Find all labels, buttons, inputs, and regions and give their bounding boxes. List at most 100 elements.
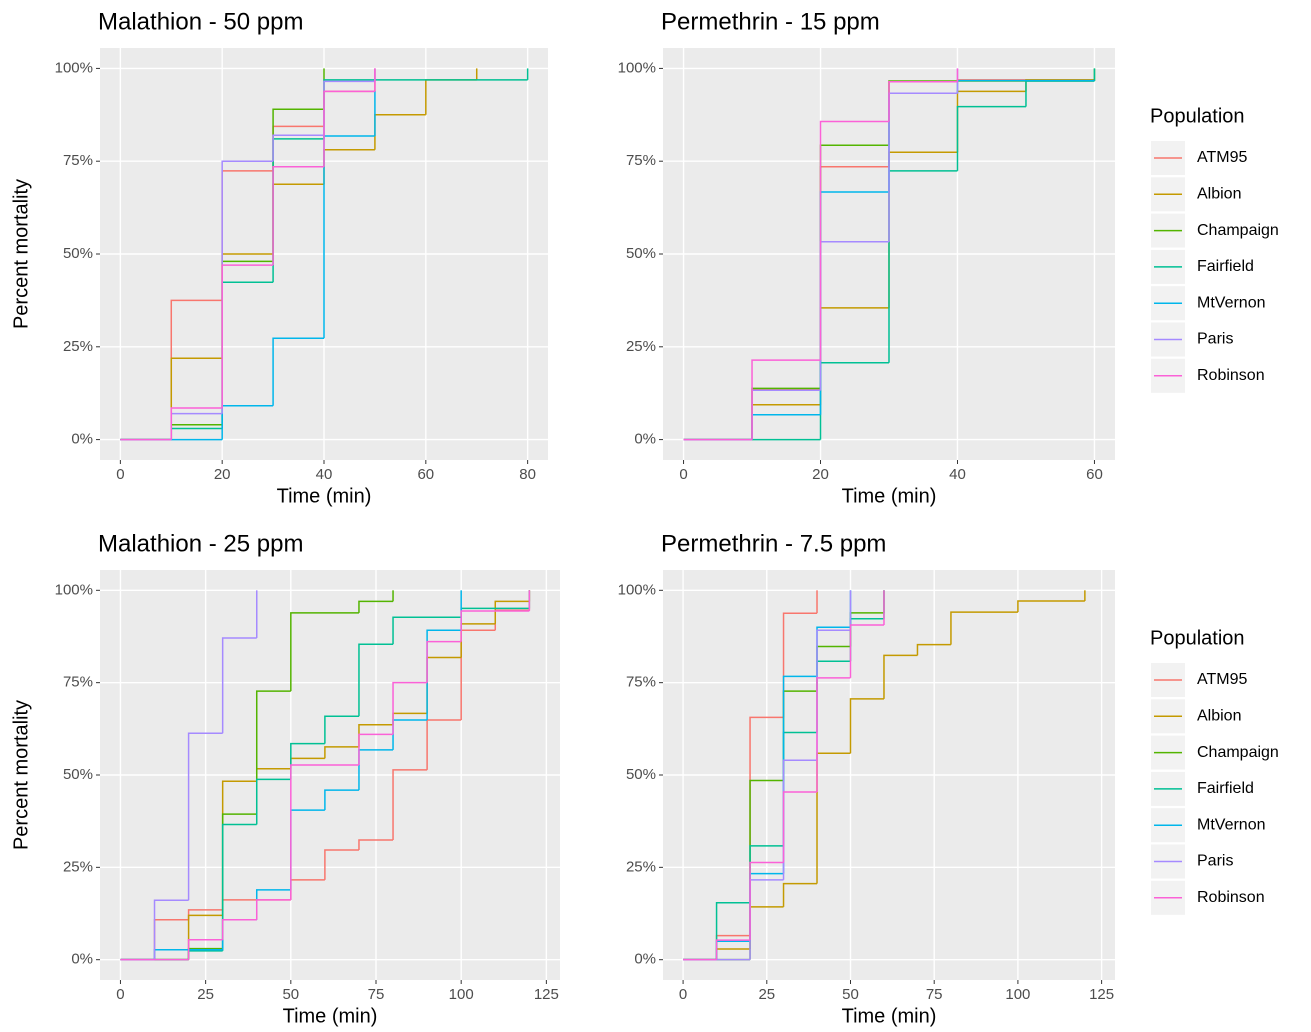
- step-segment: [1017, 600, 1085, 613]
- step-segment: [255, 690, 291, 815]
- x-axis-title: Time (min): [842, 1005, 937, 1027]
- x-tick-label: 75: [368, 986, 385, 1003]
- y-axis-title: Percent mortality: [10, 700, 32, 850]
- legend-label: MtVernon: [1197, 294, 1265, 311]
- step-segment: [715, 939, 751, 960]
- step-segment: [324, 715, 359, 744]
- step-segment: [358, 600, 394, 613]
- step-segment: [426, 640, 462, 683]
- y-tick-label: 0%: [634, 951, 656, 968]
- panel-title: Permethrin - 15 ppm: [661, 8, 880, 35]
- x-axis-title: Time (min): [283, 1005, 378, 1027]
- legend-title: Population: [1150, 105, 1245, 127]
- y-tick-label: 0%: [634, 431, 656, 448]
- x-tick-label: 40: [316, 466, 333, 483]
- step-segment: [255, 899, 291, 920]
- step-segment: [849, 624, 884, 678]
- y-tick-label: 50%: [626, 245, 656, 262]
- x-tick-label: 0: [679, 466, 687, 483]
- step-segment: [358, 733, 394, 766]
- x-tick-label: 40: [949, 466, 966, 483]
- x-axis-title: Time (min): [277, 485, 372, 507]
- x-tick-label: 0: [116, 986, 124, 1003]
- step-segment: [290, 612, 359, 692]
- x-tick-label: 125: [534, 986, 559, 1003]
- y-tick-label: 25%: [63, 338, 93, 355]
- legend-label: Albion: [1197, 708, 1241, 725]
- step-segment: [324, 849, 359, 880]
- panel-title: Malathion - 50 ppm: [98, 8, 303, 35]
- step-segment: [782, 882, 818, 907]
- x-tick-label: 125: [1089, 986, 1114, 1003]
- panel: Malathion - 25 ppm 0% 25% 50% 75% 100% 0 25 50 75…: [10, 530, 560, 1027]
- step-segment: [170, 407, 223, 440]
- legend: Population ATM95 Albion Champaign Fairfield M…: [1150, 627, 1279, 915]
- step-segment: [221, 264, 274, 409]
- x-tick-label: 0: [679, 986, 687, 1003]
- step-segment: [819, 120, 889, 361]
- legend-label: Robinson: [1197, 889, 1265, 906]
- y-tick-label: 75%: [626, 674, 656, 691]
- legend-label: Paris: [1197, 331, 1233, 348]
- y-tick-label: 0%: [71, 431, 93, 448]
- legend-label: Fairfield: [1197, 780, 1254, 797]
- legend-label: MtVernon: [1197, 816, 1265, 833]
- step-segment: [392, 681, 428, 735]
- step-segment: [950, 611, 1018, 645]
- x-tick-label: 100: [1005, 986, 1030, 1003]
- step-segment: [916, 643, 951, 656]
- legend-label: Fairfield: [1197, 258, 1254, 275]
- y-axis-title: Percent mortality: [10, 179, 32, 329]
- step-segment: [849, 698, 884, 754]
- step-segment: [187, 938, 223, 960]
- x-tick-label: 25: [758, 986, 775, 1003]
- x-tick-label: 75: [926, 986, 943, 1003]
- legend: Population ATM95 Albion Champaign Fairfield M…: [1150, 105, 1279, 393]
- step-segment: [323, 90, 375, 167]
- panel: Permethrin - 7.5 ppm 0% 25% 50% 75% 100% 0 25 50…: [618, 530, 1279, 1027]
- panel-title: Permethrin - 7.5 ppm: [661, 530, 886, 557]
- y-tick-label: 50%: [63, 766, 93, 783]
- panel: Permethrin - 15 ppm 0% 25% 50% 75% 100% 0 20 40 6…: [618, 8, 1279, 507]
- y-tick-label: 75%: [63, 674, 93, 691]
- legend-label: Champaign: [1197, 222, 1279, 239]
- y-tick-label: 100%: [55, 59, 93, 76]
- step-segment: [358, 839, 394, 850]
- y-tick-label: 25%: [626, 858, 656, 875]
- step-segment: [221, 637, 257, 734]
- x-tick-label: 25: [197, 986, 214, 1003]
- y-tick-label: 25%: [63, 858, 93, 875]
- step-segment: [221, 823, 257, 951]
- step-segment: [324, 789, 359, 811]
- legend-label: ATM95: [1197, 149, 1247, 166]
- step-segment: [392, 616, 462, 645]
- panel-title: Malathion - 25 ppm: [98, 530, 303, 557]
- x-tick-label: 50: [842, 986, 859, 1003]
- y-tick-label: 100%: [618, 59, 656, 76]
- step-segment: [272, 134, 324, 162]
- legend-label: ATM95: [1197, 671, 1247, 688]
- legend-label: Champaign: [1197, 744, 1279, 761]
- step-segment: [749, 861, 784, 941]
- x-tick-label: 20: [812, 466, 829, 483]
- x-axis-title: Time (min): [842, 485, 937, 507]
- step-segment: [221, 919, 257, 940]
- step-segment: [324, 746, 359, 759]
- y-tick-label: 50%: [626, 766, 656, 783]
- x-tick-label: 60: [1086, 466, 1103, 483]
- x-tick-label: 0: [116, 466, 124, 483]
- step-segment: [494, 600, 530, 624]
- step-segment: [888, 81, 958, 122]
- step-segment: [883, 654, 918, 699]
- y-tick-label: 25%: [626, 338, 656, 355]
- step-segment: [426, 629, 462, 720]
- y-tick-label: 75%: [63, 152, 93, 169]
- step-segment: [255, 778, 291, 825]
- y-tick-label: 75%: [626, 152, 656, 169]
- x-tick-label: 100: [449, 986, 474, 1003]
- x-tick-label: 50: [282, 986, 299, 1003]
- legend-label: Paris: [1197, 853, 1233, 870]
- step-segment: [272, 166, 324, 266]
- x-tick-label: 20: [214, 466, 231, 483]
